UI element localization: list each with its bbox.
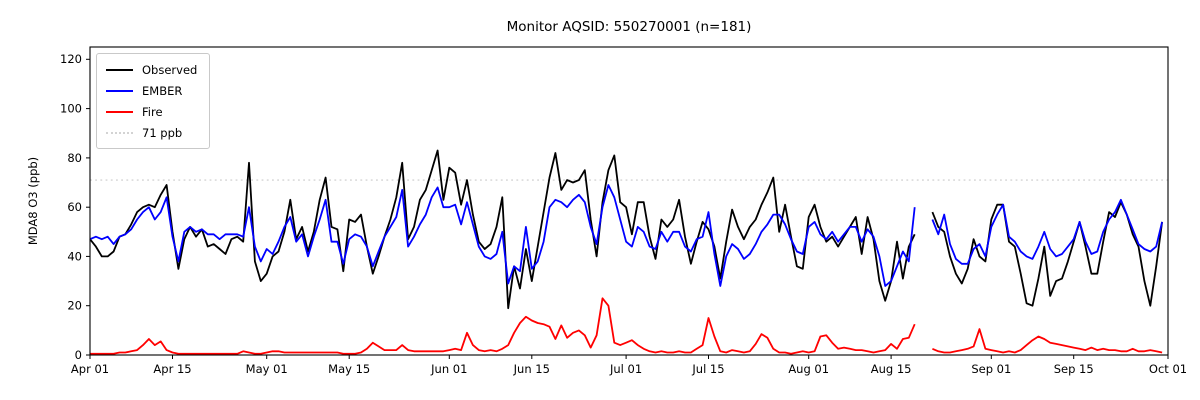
y-tick-label: 60: [67, 200, 82, 214]
legend-line-fire: [106, 110, 133, 113]
legend-label-observed: Observed: [142, 62, 198, 77]
legend-label-fire: Fire: [142, 104, 163, 119]
legend-line-threshold: [106, 131, 133, 134]
legend-item-fire: Fire: [106, 101, 197, 122]
fire-line: [90, 297, 916, 355]
x-tick-label: Aug 15: [871, 362, 912, 376]
x-tick-label: Apr 01: [71, 362, 109, 376]
x-tick-label: May 15: [328, 362, 370, 376]
x-tick-label: Jul 01: [609, 362, 642, 376]
ember-line: [89, 184, 916, 287]
fire-line: [932, 328, 1163, 354]
x-tick-label: Sep 01: [971, 362, 1011, 376]
x-tick-label: Jun 15: [513, 362, 550, 376]
x-tick-label: May 01: [246, 362, 288, 376]
x-tick-label: Aug 01: [788, 362, 829, 376]
y-tick-label: 100: [60, 102, 82, 116]
legend-label-threshold: 71 ppb: [142, 125, 183, 140]
chart-title: Monitor AQSID: 550270001 (n=181): [506, 19, 752, 35]
y-tick-label: 20: [67, 299, 82, 313]
legend-label-ember: EMBER: [142, 83, 183, 98]
x-tick-label: Oct 01: [1149, 362, 1187, 376]
legend: Observed EMBER Fire 71 ppb: [96, 53, 211, 149]
x-tick-label: Apr 15: [153, 362, 191, 376]
y-tick-label: 40: [67, 249, 82, 263]
axes-frame: [89, 46, 1169, 356]
y-tick-label: 0: [75, 348, 82, 362]
ember-line: [931, 198, 1163, 265]
legend-line-ember: [106, 89, 133, 92]
legend-item-ember: EMBER: [106, 80, 197, 101]
x-tick-label: Sep 15: [1054, 362, 1094, 376]
x-tick-label: Jul 15: [691, 362, 724, 376]
legend-line-observed: [106, 68, 133, 71]
y-tick-label: 120: [60, 52, 82, 66]
legend-item-observed: Observed: [106, 59, 197, 80]
observed-line: [89, 149, 916, 310]
legend-item-threshold: 71 ppb: [106, 122, 197, 143]
x-tick-label: Jun 01: [430, 362, 467, 376]
y-tick-label: 80: [67, 151, 82, 165]
